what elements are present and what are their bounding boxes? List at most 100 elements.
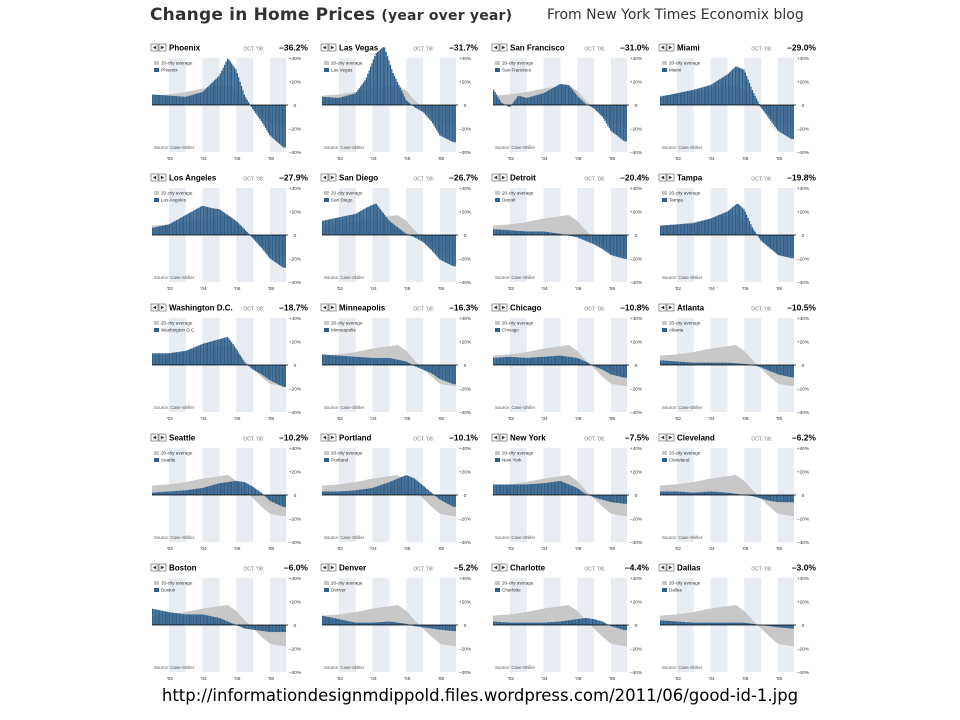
city-bar <box>381 211 383 235</box>
city-bar <box>521 622 523 625</box>
city-bar <box>785 495 787 503</box>
city-bar <box>403 96 406 105</box>
nav-arrows[interactable] <box>320 303 337 312</box>
city-bar <box>569 356 571 365</box>
city-bar <box>662 620 665 625</box>
nav-arrows[interactable] <box>320 173 337 182</box>
city-bar <box>198 345 200 365</box>
city-bar <box>707 362 710 365</box>
nav-arrows[interactable] <box>491 563 508 572</box>
city-bar <box>744 363 746 365</box>
city-bar <box>240 481 243 495</box>
city-bar <box>212 484 214 495</box>
city-bar <box>531 96 533 105</box>
city-bar <box>500 357 502 365</box>
city-bar <box>509 356 512 365</box>
city-bar <box>771 625 773 627</box>
nav-arrows[interactable] <box>320 43 337 52</box>
city-bar <box>727 492 730 495</box>
nav-arrows[interactable] <box>491 433 508 442</box>
nav-arrows[interactable] <box>491 303 508 312</box>
city-bar <box>170 612 172 625</box>
chevron-left-icon <box>660 175 665 180</box>
city-bar <box>215 617 217 625</box>
city-bar <box>789 625 792 629</box>
chart-svg: Los Angeles OCT. '08: –27.9%+40%+20%0–20%–… <box>150 173 308 292</box>
city-bar <box>243 625 245 629</box>
city-bar <box>211 208 213 235</box>
nav-arrows[interactable] <box>150 303 167 312</box>
city-bar <box>757 495 759 498</box>
chart-panel-new-york: New York OCT. '08: –7.5% +40% +20% 0 –20% –40% '… <box>489 432 651 552</box>
city-bar <box>557 481 560 495</box>
nav-arrows[interactable] <box>658 43 675 52</box>
nav-arrows[interactable] <box>658 563 675 572</box>
city-bar <box>157 353 159 365</box>
nav-arrows[interactable] <box>150 433 167 442</box>
city-bar <box>529 96 531 105</box>
city-bar <box>253 487 255 495</box>
date-label: OCT. '08: <box>584 176 605 182</box>
city-bar <box>204 487 206 495</box>
source-label: Source: Case-Shiller <box>154 535 195 540</box>
city-bar <box>243 482 245 495</box>
city-bar <box>509 230 512 235</box>
city-bar <box>327 616 329 625</box>
city-bar <box>159 492 161 495</box>
city-bar <box>393 479 396 495</box>
nav-arrows[interactable] <box>320 433 337 442</box>
city-bar <box>326 354 328 365</box>
city-bar <box>408 102 410 105</box>
city-bar <box>177 351 179 365</box>
city-bar <box>406 624 408 625</box>
city-bar <box>330 355 332 365</box>
city-bar <box>548 356 550 365</box>
y-tick-label: –40% <box>630 150 643 156</box>
city-bar <box>615 235 618 257</box>
chart-svg: San Francisco OCT. '08: –31.0%+40%+20%0–20… <box>491 43 649 162</box>
city-bar <box>676 224 679 235</box>
city-bar <box>724 362 727 365</box>
city-bar <box>337 97 339 105</box>
city-bar <box>360 357 362 365</box>
city-bar <box>256 365 258 372</box>
nav-arrows[interactable] <box>491 43 508 52</box>
chart-panel-charlotte: Charlotte OCT. '08: –4.4% +40% +20% 0 –20% –40%… <box>489 562 651 682</box>
nav-arrows[interactable] <box>150 173 167 182</box>
city-bar <box>502 357 505 365</box>
city-bar <box>581 618 584 625</box>
city-name: Boston <box>169 564 197 573</box>
nav-arrows[interactable] <box>150 43 167 52</box>
x-tick-label: '04 <box>200 546 207 552</box>
nav-arrows[interactable] <box>320 563 337 572</box>
city-bar <box>784 365 786 376</box>
city-bar <box>238 481 240 495</box>
city-bar <box>586 618 588 625</box>
nav-arrows[interactable] <box>150 563 167 572</box>
nav-arrows[interactable] <box>491 173 508 182</box>
city-bar <box>597 365 599 368</box>
city-bar <box>264 495 267 497</box>
city-bar <box>706 622 708 625</box>
y-tick-label: –20% <box>630 126 643 132</box>
city-bar <box>270 235 272 260</box>
nav-arrows[interactable] <box>658 173 675 182</box>
city-bar <box>415 235 417 238</box>
city-bar <box>168 612 171 625</box>
city-bar <box>180 613 182 625</box>
city-bar <box>743 208 745 235</box>
city-bar <box>388 220 390 235</box>
city-bar <box>439 365 441 379</box>
city-bar <box>588 618 591 625</box>
city-bar <box>604 495 606 501</box>
city-bar <box>692 622 694 625</box>
city-bar <box>625 495 627 504</box>
city-bar <box>579 618 581 625</box>
nav-arrows[interactable] <box>658 433 675 442</box>
city-bar <box>665 225 667 235</box>
city-bar <box>525 357 527 365</box>
city-bar <box>557 84 560 105</box>
city-bar <box>240 226 243 235</box>
nav-arrows[interactable] <box>658 303 675 312</box>
y-tick-label: +20% <box>797 599 810 605</box>
